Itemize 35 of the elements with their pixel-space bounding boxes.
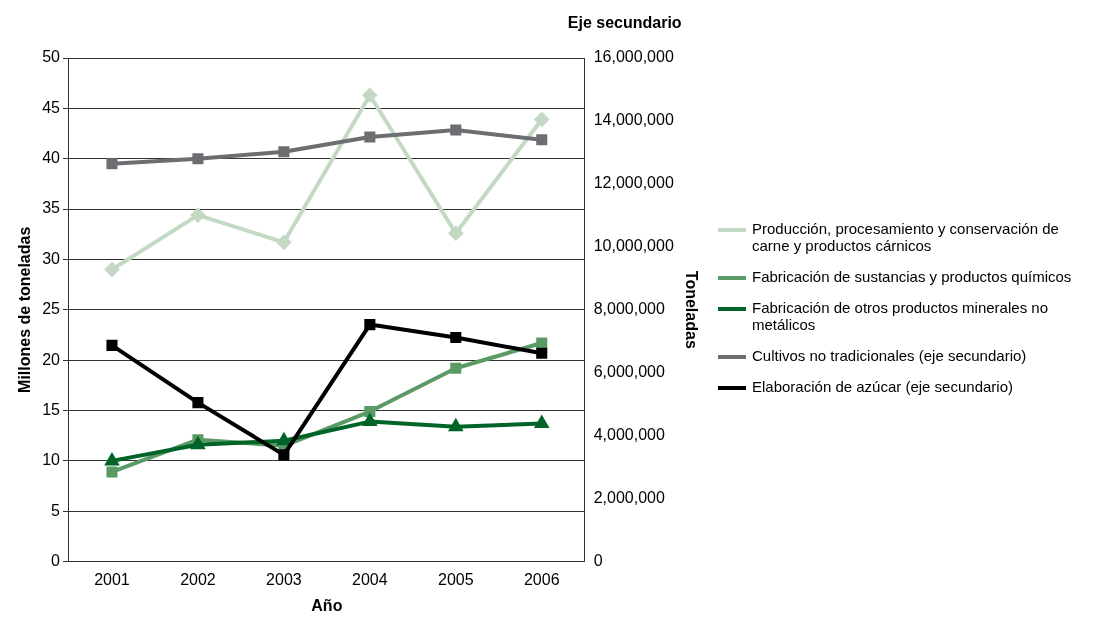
legend-label: Cultivos no tradicionales (eje secundario)	[752, 346, 1027, 364]
x-tick-label: 2006	[523, 570, 560, 588]
x-tick-label: 2005	[437, 570, 474, 588]
legend-label: Producción, procesamiento y conservación de carne y productos cárnicos	[752, 219, 1060, 254]
y-tick-label: 30	[42, 249, 61, 267]
y-tick-label: 0	[51, 552, 61, 570]
x-tick-label: 2004	[352, 570, 388, 588]
legend-label: Elaboración de azúcar (eje secundario)	[752, 377, 1013, 395]
y-tick-label: 10	[42, 451, 61, 469]
y-tick-label: 40	[42, 149, 61, 167]
y2-tick-label: 2,000,000	[593, 489, 665, 507]
y-tick-label: 45	[42, 98, 61, 116]
x-tick-label: 2002	[180, 570, 216, 588]
legend-label: Fabricación de sustancias y productos químicos	[752, 267, 1072, 285]
y-tick-label: 35	[42, 199, 61, 217]
y-tick-label: 5	[51, 501, 61, 519]
legend-label: Fabricación de otros productos minerales no metálicos	[752, 298, 1049, 333]
y2-tick-label: 14,000,000	[593, 111, 674, 129]
y2-tick-label: 0	[593, 552, 603, 570]
y-tick-label: 15	[42, 400, 61, 418]
y2-tick-label: 8,000,000	[593, 300, 665, 318]
x-axis-title: Año	[311, 596, 343, 614]
y2-tick-label: 4,000,000	[593, 426, 665, 444]
y-axis-title: Millones de toneladas	[16, 226, 34, 393]
y-tick-label: 25	[42, 300, 61, 318]
x-tick-label: 2001	[94, 570, 130, 588]
y2-tick-label: 6,000,000	[593, 363, 665, 381]
y-tick-label: 50	[42, 48, 61, 66]
text: Eje secundario	[567, 14, 682, 32]
y2-tick-label: 10,000,000	[593, 237, 674, 255]
y2-tick-label: 16,000,000	[593, 48, 674, 66]
y2-tick-label: 12,000,000	[593, 174, 674, 192]
y-tick-label: 20	[42, 350, 61, 368]
y2-axis-title: Toneladas	[682, 270, 700, 349]
x-tick-label: 2003	[266, 570, 302, 588]
